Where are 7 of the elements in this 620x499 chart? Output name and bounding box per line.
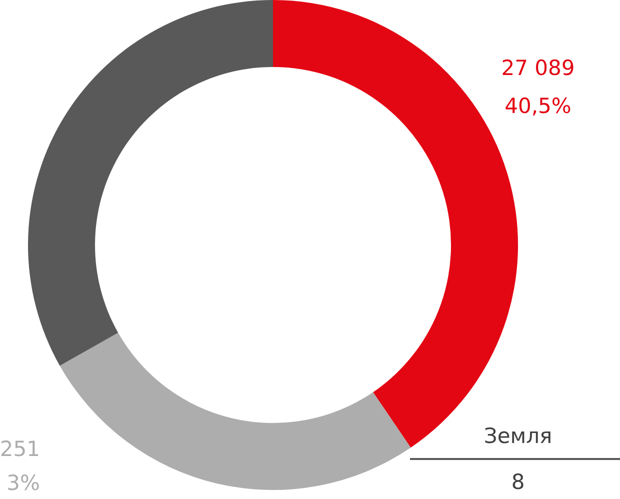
text: 3% — [6, 471, 40, 495]
donut-slice — [60, 332, 411, 490]
text: 251 — [0, 437, 40, 461]
data-label: 27 089 40,5% — [501, 56, 575, 118]
text: 8 — [511, 470, 525, 494]
text: Земля — [484, 424, 552, 448]
donut-slice — [28, 0, 273, 366]
